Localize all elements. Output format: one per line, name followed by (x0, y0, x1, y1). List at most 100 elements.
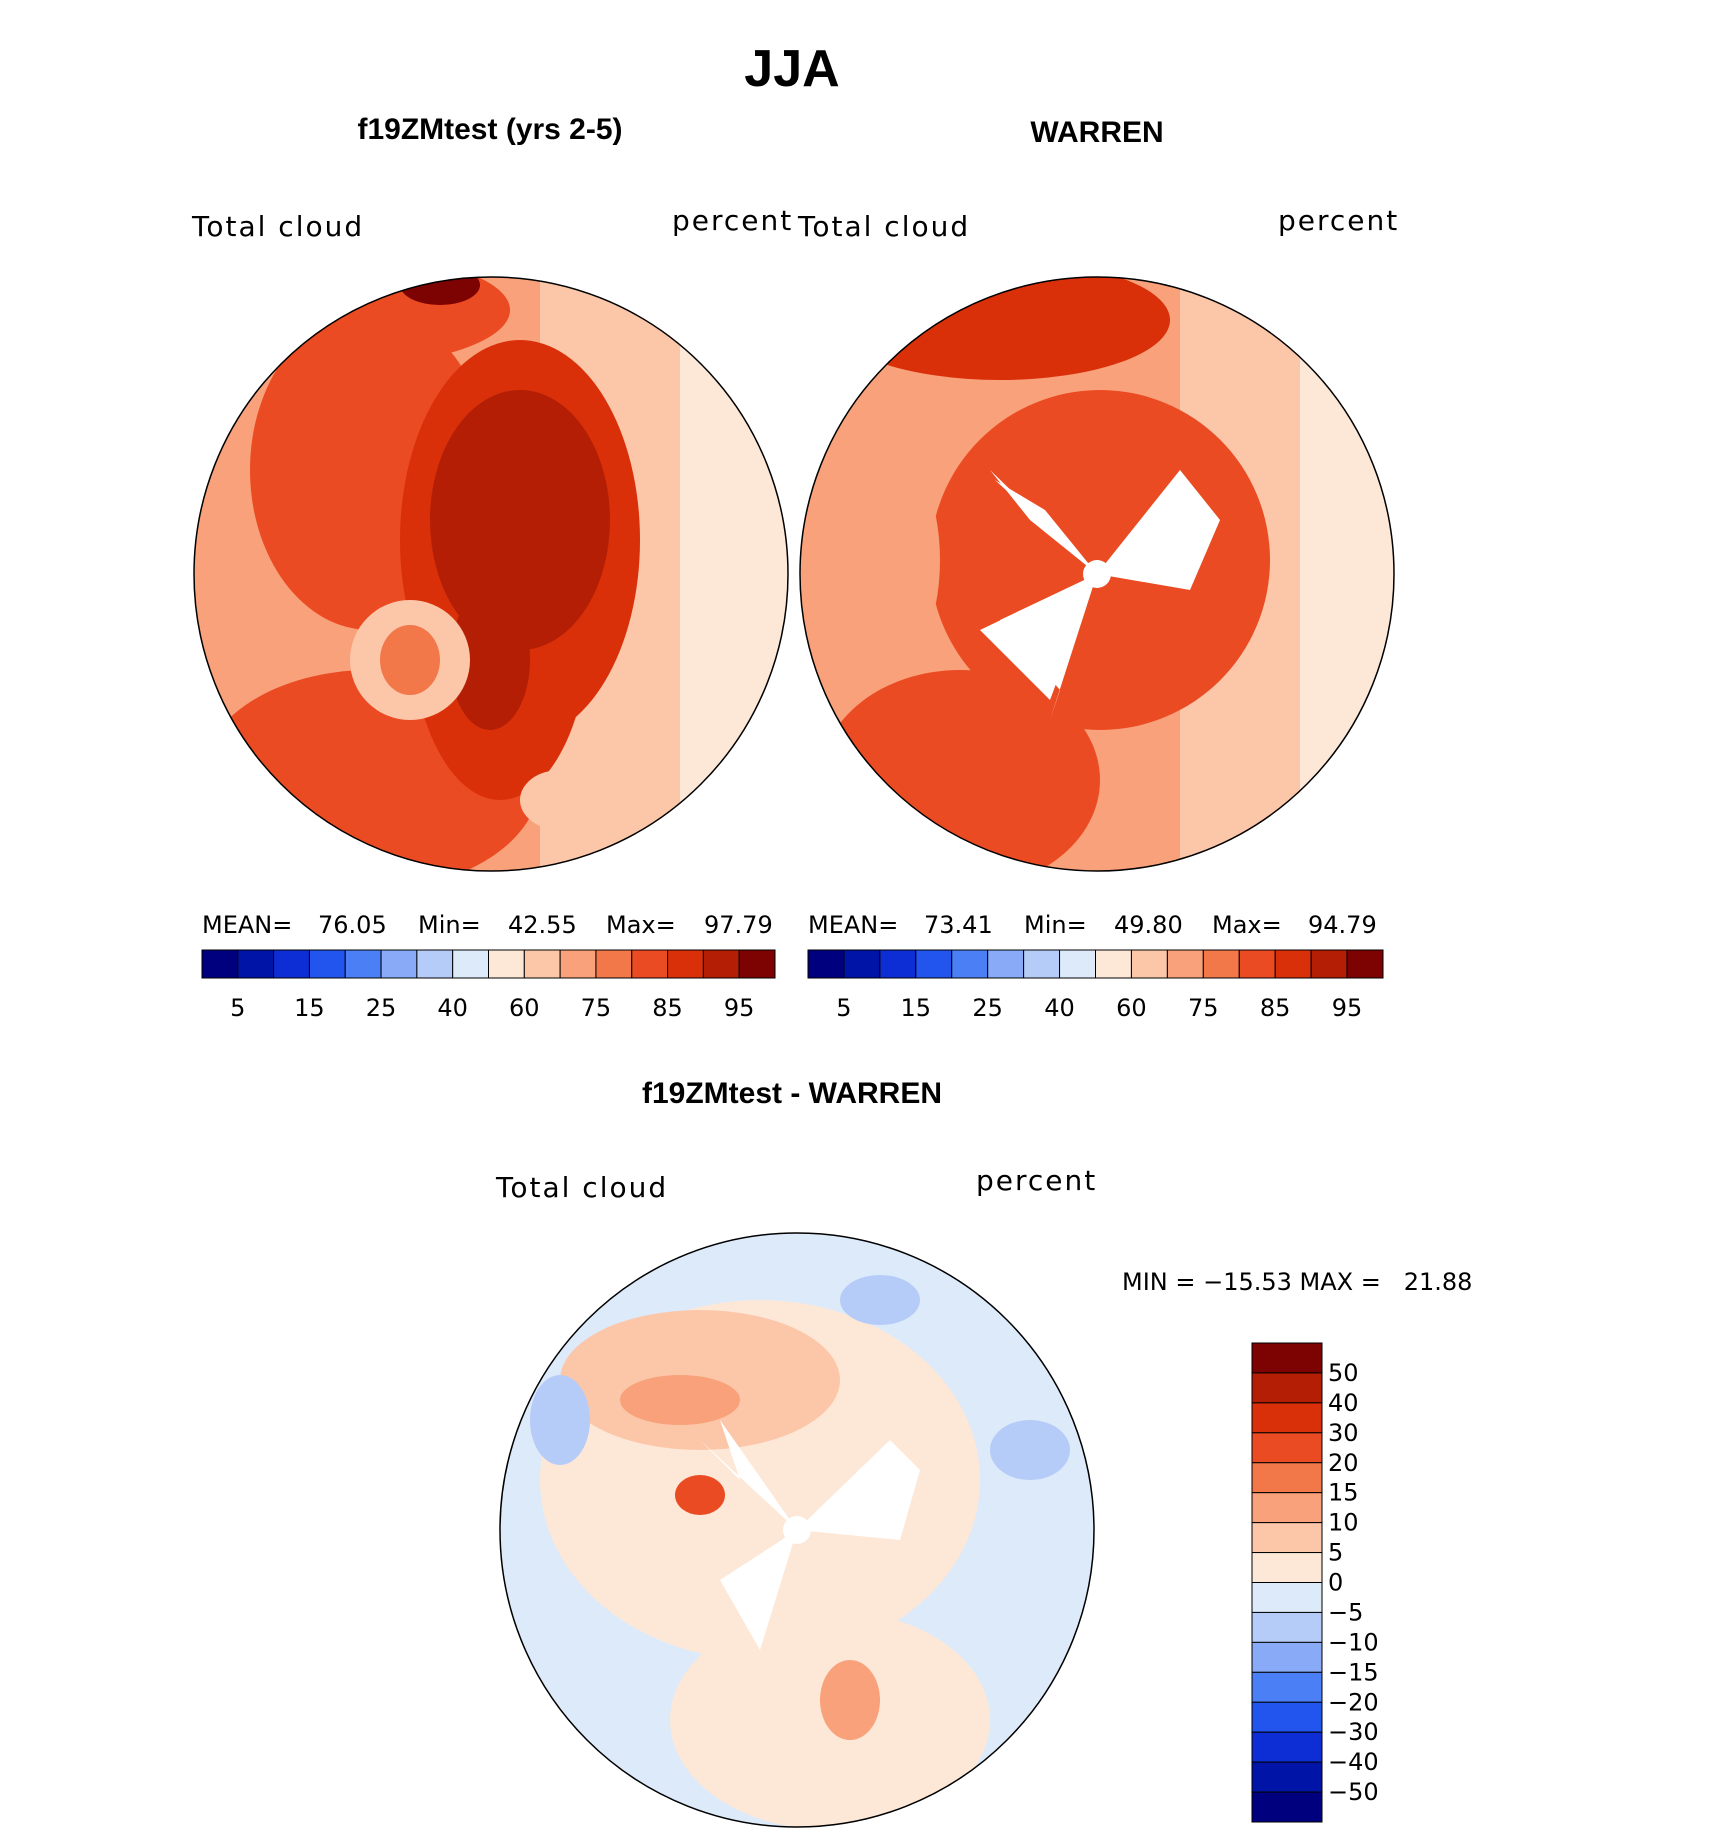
panel2-colorbar-tick-label: 5 (836, 994, 851, 1022)
figure-title: JJA (744, 40, 839, 98)
panel1-colorbar: 5 15 25 40 60 75 85 95 (201, 949, 776, 1022)
panel3-colorbar-tick-label: 5 (1328, 1539, 1343, 1567)
panel1-colorbar-tick-label: 5 (230, 994, 245, 1022)
panel2-colorbar-swatch (1346, 949, 1384, 979)
panel3-colorbar-tick-label: −20 (1328, 1688, 1379, 1716)
panel3-colorbar-tick-label: −5 (1328, 1598, 1363, 1626)
panel2-units: percent (1278, 204, 1399, 237)
panel2-colorbar-swatch (1202, 949, 1240, 979)
panel2-colorbar-swatch (1059, 949, 1096, 979)
panel3-colorbar-swatch (1251, 1522, 1323, 1554)
panel2-colorbar-tick-label: 85 (1260, 994, 1291, 1022)
panel2-stats: MEAN= 73.41 Min= 49.80 Max= 94.79 (808, 911, 1377, 939)
panel3-colorbar-swatch (1251, 1402, 1323, 1434)
panel1-colorbar-swatch (308, 949, 346, 979)
panel2-colorbar-swatch (1238, 949, 1276, 979)
panel1-colorbar-tick-label: 95 (724, 994, 755, 1022)
panel2-mean-label: MEAN= (808, 911, 898, 939)
panel1-colorbar-swatch (452, 949, 489, 979)
panel1-colorbar-tick-label: 75 (581, 994, 612, 1022)
panel1-colorbar-swatch (702, 949, 740, 979)
panel2-map (800, 277, 1394, 871)
panel3-colorbar-swatch (1251, 1671, 1323, 1703)
panel1-units: percent (672, 204, 793, 237)
panel2-field-label: Total cloud (797, 210, 970, 243)
panel3-title: f19ZMtest - WARREN (642, 1077, 942, 1110)
panel1-colorbar-tick-label: 60 (509, 994, 540, 1022)
panel2-colorbar-swatch (1095, 949, 1132, 979)
panel3-colorbar-swatch (1251, 1731, 1323, 1763)
panel2-colorbar-swatch (1130, 949, 1168, 979)
panel2-colorbar-swatch (1023, 949, 1061, 979)
panel1-title: f19ZMtest (yrs 2-5) (357, 113, 622, 146)
panel1-colorbar-tick-label: 15 (294, 994, 325, 1022)
panel2-colorbar-swatch (807, 949, 845, 979)
panel3-colorbar-swatch (1251, 1462, 1323, 1494)
panel3-colorbar-tick-label: −10 (1328, 1628, 1379, 1656)
panel1-colorbar-swatch (667, 949, 704, 979)
panel3-colorbar-swatch (1251, 1611, 1323, 1643)
panel2-mean-value: 73.41 (924, 911, 993, 939)
panel3-field-label: Total cloud (495, 1171, 668, 1204)
panel3-map-border (499, 1232, 1095, 1828)
panel2-title: WARREN (1030, 116, 1163, 149)
panel1-mean-label: MEAN= (202, 911, 292, 939)
panel3-colorbar-tick-label: 30 (1328, 1419, 1359, 1447)
panel3-colorbar-swatch (1251, 1552, 1323, 1583)
panel3-map (500, 1233, 1094, 1827)
panel3-colorbar-swatch (1251, 1492, 1323, 1524)
panel3-colorbar-swatch (1251, 1372, 1323, 1404)
panel1-field-label: Total cloud (191, 210, 364, 243)
panel1-mean-value: 76.05 (318, 911, 387, 939)
panel2-colorbar-swatch (879, 949, 917, 979)
panel2-colorbar-swatch (1310, 949, 1348, 979)
panel1-colorbar-tick-label: 85 (652, 994, 683, 1022)
panel1-colorbar-tick-label: 40 (437, 994, 468, 1022)
panel2-map-border (799, 276, 1395, 872)
panel1-min-value: 42.55 (508, 911, 577, 939)
panel3-colorbar-tick-label: −50 (1328, 1778, 1379, 1806)
panel3-stats: MIN = −15.53 MAX = 21.88 (1122, 1268, 1472, 1296)
panel3-colorbar-swatch (1251, 1701, 1323, 1733)
panel2-colorbar-tick-label: 75 (1188, 994, 1219, 1022)
panel2-colorbar-swatch (987, 949, 1025, 979)
panel3-colorbar-tick-label: 20 (1328, 1449, 1359, 1477)
panel3-colorbar-swatch (1251, 1582, 1323, 1613)
panel1-min-label: Min= (418, 911, 481, 939)
panel3-colorbar-tick-label: −15 (1328, 1658, 1379, 1686)
panel1-colorbar-swatch (738, 949, 776, 979)
panel3-colorbar-tick-label: 10 (1328, 1509, 1359, 1537)
panel3-colorbar-tick-label: −40 (1328, 1748, 1379, 1776)
panel1-colorbar-swatch (380, 949, 418, 979)
panel2-colorbar-tick-label: 15 (901, 994, 932, 1022)
panel3-units: percent (976, 1164, 1097, 1197)
panel3-colorbar-tick-label: 50 (1328, 1359, 1359, 1387)
panel1-colorbar-swatch (631, 949, 669, 979)
panel1-colorbar-swatch (559, 949, 597, 979)
panel1-max-value: 97.79 (704, 911, 773, 939)
panel2-colorbar: 5 15 25 40 60 75 85 95 (807, 949, 1384, 1022)
panel3-colorbar-swatch (1251, 1791, 1323, 1823)
panel1-colorbar-tick-label: 25 (366, 994, 397, 1022)
panel1-colorbar-swatch (201, 949, 239, 979)
panel2-colorbar-swatch (1166, 949, 1204, 979)
panel2-colorbar-swatch (1274, 949, 1312, 979)
panel3-colorbar-swatch (1251, 1761, 1323, 1793)
panel1-colorbar-swatch (488, 949, 525, 979)
panel3-colorbar-swatch (1251, 1432, 1323, 1464)
panel3-colorbar-tick-label: 40 (1328, 1389, 1359, 1417)
panel3-colorbar-tick-label: 15 (1328, 1479, 1359, 1507)
panel1-colorbar-swatch (416, 949, 454, 979)
panel1-colorbar-swatch (344, 949, 382, 979)
panel2-colorbar-swatch (915, 949, 953, 979)
panel1-stats: MEAN= 76.05 Min= 42.55 Max= 97.79 (202, 911, 773, 939)
panel1-colorbar-swatch (237, 949, 275, 979)
panel2-colorbar-tick-label: 95 (1332, 994, 1363, 1022)
panel2-colorbar-swatch (951, 949, 989, 979)
panel1-map-border (193, 276, 789, 872)
panel3-colorbar-tick-label: 0 (1328, 1569, 1343, 1597)
panel2-max-value: 94.79 (1308, 911, 1377, 939)
panel3-colorbar-swatch (1251, 1641, 1323, 1673)
